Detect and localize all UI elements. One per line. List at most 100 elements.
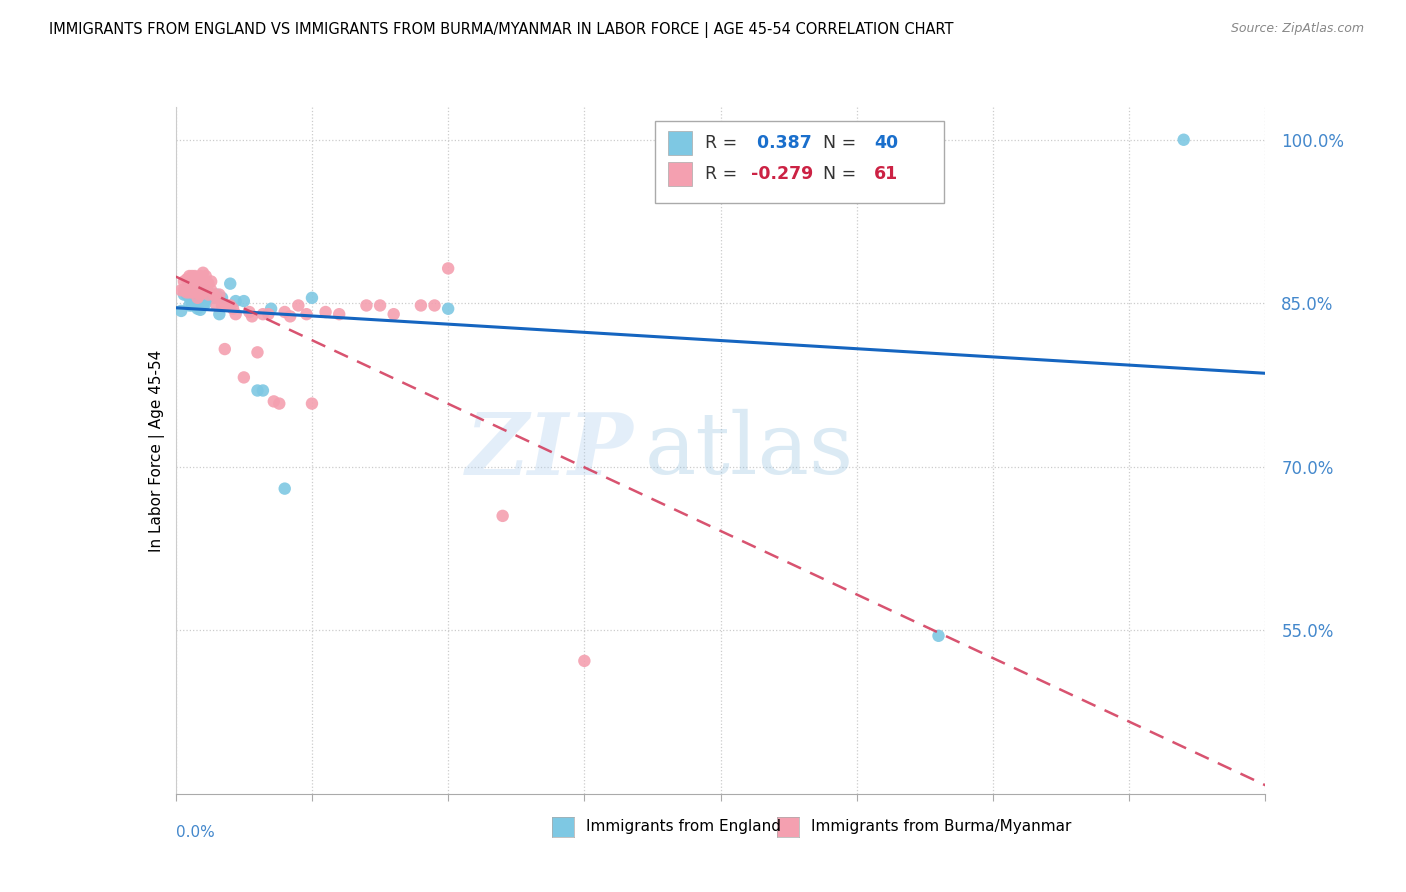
Point <box>184 280 207 294</box>
Point <box>211 291 233 305</box>
Point <box>274 305 297 319</box>
Point <box>423 298 446 312</box>
Point <box>176 272 198 286</box>
Point <box>188 290 211 304</box>
Point <box>181 285 204 300</box>
Point <box>232 370 254 384</box>
Point <box>246 345 269 359</box>
Point <box>232 294 254 309</box>
Point <box>225 307 247 321</box>
FancyBboxPatch shape <box>668 131 692 155</box>
Point <box>202 291 225 305</box>
Text: 61: 61 <box>875 165 898 184</box>
Point <box>246 384 269 398</box>
Point <box>287 298 309 312</box>
Point <box>301 291 323 305</box>
Point <box>205 298 228 312</box>
Point <box>194 275 217 289</box>
Point <box>368 298 391 312</box>
Text: R =: R = <box>706 134 742 152</box>
Point <box>186 275 209 289</box>
Point <box>176 287 198 301</box>
Point <box>191 285 214 300</box>
Point <box>197 287 219 301</box>
Text: R =: R = <box>706 165 742 184</box>
Point <box>176 285 198 300</box>
Point <box>181 298 204 312</box>
Point <box>181 291 204 305</box>
Point <box>191 298 214 312</box>
Point <box>170 283 193 297</box>
Point <box>179 275 201 289</box>
Point <box>257 307 280 321</box>
Point <box>179 268 201 283</box>
Text: Source: ZipAtlas.com: Source: ZipAtlas.com <box>1230 22 1364 36</box>
Point <box>184 268 207 283</box>
FancyBboxPatch shape <box>655 120 943 203</box>
Point <box>184 291 207 305</box>
Point <box>238 305 260 319</box>
Point <box>382 307 405 321</box>
Point <box>184 287 207 301</box>
Point <box>928 629 950 643</box>
Point <box>197 277 219 291</box>
Text: Immigrants from England: Immigrants from England <box>585 820 780 834</box>
Text: 0.387: 0.387 <box>751 134 811 152</box>
Point <box>197 285 219 300</box>
Point <box>205 291 228 305</box>
Point <box>181 283 204 297</box>
Text: -0.279: -0.279 <box>751 165 813 184</box>
Point <box>315 305 337 319</box>
Point <box>181 287 204 301</box>
Point <box>208 307 231 321</box>
Point <box>188 277 211 291</box>
Point <box>186 291 209 305</box>
Point <box>176 281 198 295</box>
Point <box>186 291 209 305</box>
Point <box>194 268 217 283</box>
Point <box>194 296 217 310</box>
Point <box>1173 133 1195 147</box>
Point <box>225 294 247 309</box>
Text: atlas: atlas <box>644 409 853 492</box>
Point <box>170 304 193 318</box>
Point <box>194 290 217 304</box>
Point <box>222 301 245 316</box>
Point <box>252 307 274 321</box>
Point <box>269 396 291 410</box>
Point <box>188 283 211 297</box>
Point <box>211 298 233 312</box>
Point <box>437 261 460 276</box>
Point <box>188 268 211 283</box>
Point <box>179 285 201 300</box>
Point <box>409 298 432 312</box>
Point <box>179 285 201 300</box>
Point <box>173 287 195 301</box>
Text: IMMIGRANTS FROM ENGLAND VS IMMIGRANTS FROM BURMA/MYANMAR IN LABOR FORCE | AGE 45: IMMIGRANTS FROM ENGLAND VS IMMIGRANTS FR… <box>49 22 953 38</box>
Point <box>191 266 214 280</box>
FancyBboxPatch shape <box>668 162 692 186</box>
Y-axis label: In Labor Force | Age 45-54: In Labor Force | Age 45-54 <box>149 350 165 551</box>
Text: N =: N = <box>813 134 862 152</box>
Point <box>295 307 318 321</box>
Point <box>437 301 460 316</box>
Point <box>188 287 211 301</box>
Text: 40: 40 <box>875 134 898 152</box>
Point <box>179 298 201 312</box>
Point <box>219 277 242 291</box>
Point <box>191 272 214 286</box>
Point <box>197 292 219 306</box>
Text: Immigrants from Burma/Myanmar: Immigrants from Burma/Myanmar <box>810 820 1071 834</box>
Point <box>186 285 209 300</box>
Point <box>181 268 204 283</box>
Point <box>263 394 285 409</box>
Point <box>214 342 236 356</box>
Point <box>205 287 228 301</box>
Point <box>301 396 323 410</box>
Point <box>186 293 209 307</box>
Text: ZIP: ZIP <box>465 409 633 492</box>
Point <box>173 275 195 289</box>
Text: N =: N = <box>813 165 862 184</box>
Point <box>278 310 301 324</box>
Point <box>219 298 242 312</box>
